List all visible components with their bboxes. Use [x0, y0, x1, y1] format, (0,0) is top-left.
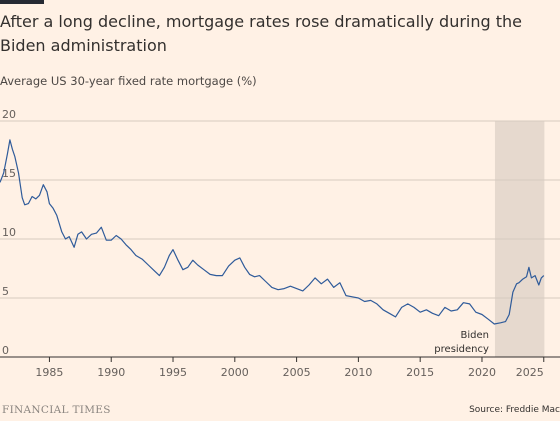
chart-subtitle: Average US 30-year fixed rate mortgage (…	[0, 74, 257, 88]
brand-top-bar	[0, 0, 44, 4]
y-tick-label-0: 0	[2, 344, 9, 357]
annotation-biden: Biden	[460, 330, 488, 341]
annotation-presidency: presidency	[434, 344, 489, 355]
x-tick-label-1985: 1985	[35, 366, 63, 379]
y-tick-label-15: 15	[2, 167, 16, 180]
x-axis-ticks: 1985 1990 1995 2000 2005 2010 2015 2020 2025	[35, 357, 545, 379]
x-tick-label-2015: 2015	[406, 366, 434, 379]
y-tick-label-20: 20	[2, 108, 16, 121]
y-tick-label-5: 5	[2, 285, 9, 298]
ft-brand-logo: FINANCIAL TIMES	[2, 404, 111, 416]
x-tick-label-2000: 2000	[221, 366, 249, 379]
y-tick-label-10: 10	[2, 226, 16, 239]
x-tick-label-2025: 2025	[516, 366, 544, 379]
chart-title: After a long decline, mortgage rates ros…	[0, 12, 522, 55]
gridlines	[0, 120, 560, 299]
x-tick-label-1990: 1990	[97, 366, 125, 379]
source-note: Source: Freddie Mac	[469, 405, 560, 415]
x-tick-label-2020: 2020	[468, 366, 496, 379]
y-axis-ticks: 0 5 10 15 20	[2, 108, 16, 357]
x-tick-label-2005: 2005	[283, 366, 311, 379]
mortgage-rate-line	[0, 139, 545, 325]
x-tick-label-2010: 2010	[344, 366, 372, 379]
x-tick-label-1995: 1995	[159, 366, 187, 379]
